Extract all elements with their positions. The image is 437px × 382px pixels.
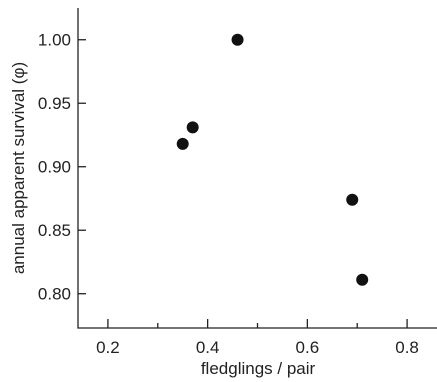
y-tick-label: 0.80 [38, 285, 71, 304]
y-axis-label: annual apparent survival (φ) [9, 62, 28, 274]
scatter-point [186, 121, 199, 134]
x-axis-label: fledglings / pair [201, 359, 316, 378]
data-points [176, 33, 369, 286]
x-tick-label: 0.2 [96, 338, 120, 357]
scatter-point [346, 193, 359, 206]
plot-frame-axes [77, 8, 437, 329]
y-tick-label: 0.90 [38, 158, 71, 177]
x-tick-label: 0.8 [395, 338, 419, 357]
y-tick-label: 0.95 [38, 94, 71, 113]
x-tick-label: 0.6 [296, 338, 320, 357]
scatter-point [356, 273, 369, 286]
y-tick-label: 0.85 [38, 221, 71, 240]
y-ticks: 0.80 0.85 0.90 0.95 1.00 [38, 31, 86, 304]
x-tick-label: 0.4 [196, 338, 220, 357]
scatter-point [176, 137, 189, 150]
x-ticks: 0.2 0.4 0.6 0.8 [96, 319, 419, 357]
scatter-point [231, 33, 244, 46]
axes [77, 8, 437, 329]
y-tick-label: 1.00 [38, 31, 71, 50]
